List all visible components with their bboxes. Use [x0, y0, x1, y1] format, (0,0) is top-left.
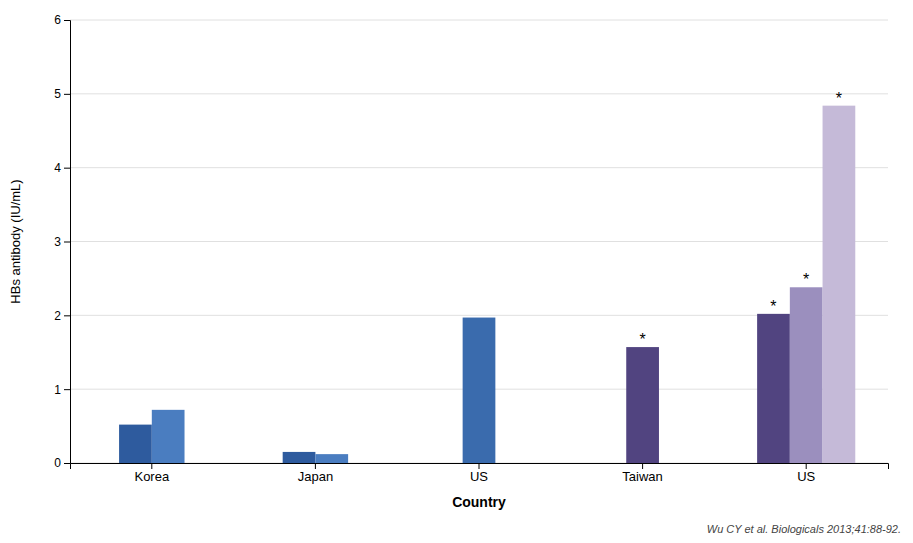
- x-tick-mark: [642, 463, 643, 469]
- x-tick: Japan: [298, 463, 333, 484]
- bar: [790, 287, 823, 463]
- y-tick-label: 1: [54, 383, 61, 397]
- bars: [119, 106, 855, 463]
- y-tick: 1: [54, 383, 70, 397]
- y-tick-label: 0: [54, 456, 61, 470]
- grid: [70, 20, 888, 463]
- annotations: * * * *: [639, 90, 842, 348]
- bar: [626, 347, 659, 463]
- y-tick-label: 2: [54, 309, 61, 323]
- bar: [757, 314, 790, 463]
- y-tick-mark: [64, 94, 70, 95]
- y-tick-label: 5: [54, 87, 61, 101]
- star-annotation: *: [770, 298, 776, 315]
- y-tick: 5: [54, 87, 70, 101]
- bar: [152, 410, 185, 463]
- y-tick-mark: [64, 389, 70, 390]
- x-tick: US: [470, 463, 488, 484]
- y-tick-mark: [64, 315, 70, 316]
- x-tick-label: US: [797, 469, 815, 484]
- chart-container: Korea Japan US Taiwan US 0 1 2 3 4 5 6 * * * * HBs antib…: [0, 0, 913, 543]
- y-tick: 6: [54, 13, 70, 27]
- bar: [119, 425, 152, 463]
- x-tick-mark: [806, 463, 807, 469]
- y-tick-mark: [64, 168, 70, 169]
- x-tick: Taiwan: [622, 463, 662, 484]
- star-annotation: *: [639, 331, 645, 348]
- x-tick-mark: [315, 463, 316, 469]
- y-tick: 0: [54, 456, 70, 470]
- grid-line: [70, 93, 888, 94]
- y-axis-title: HBs antibody (IU/mL): [8, 179, 23, 303]
- y-tick-mark: [64, 242, 70, 243]
- bar: [463, 318, 496, 463]
- x-tick-mark: [151, 463, 152, 469]
- y-tick-label: 6: [54, 13, 61, 27]
- star-annotation: *: [803, 271, 809, 288]
- bar: [823, 106, 856, 463]
- grid-line: [70, 20, 888, 21]
- y-tick: 3: [54, 235, 70, 249]
- y-tick-label: 3: [54, 235, 61, 249]
- grid-line: [70, 241, 888, 242]
- y-axis: 0 1 2 3 4 5 6: [54, 13, 70, 470]
- x-tick: US: [797, 463, 815, 484]
- x-tick-label: Korea: [134, 469, 169, 484]
- bar: [315, 454, 348, 463]
- x-tick: Korea: [134, 463, 169, 484]
- x-axis: Korea Japan US Taiwan US: [71, 463, 889, 484]
- x-tick-label: US: [470, 469, 488, 484]
- bar: [283, 452, 316, 463]
- chart: Korea Japan US Taiwan US 0 1 2 3 4 5 6 * * * * HBs antib…: [0, 0, 913, 543]
- y-tick-label: 4: [54, 161, 61, 175]
- y-axis-line: [64, 21, 71, 464]
- y-tick: 2: [54, 309, 70, 323]
- grid-line: [70, 167, 888, 168]
- y-tick-mark: [64, 463, 70, 464]
- x-tick-mark: [479, 463, 480, 469]
- y-tick: 4: [54, 161, 70, 175]
- x-axis-title: Country: [452, 494, 506, 510]
- x-tick-label: Taiwan: [622, 469, 662, 484]
- x-tick-label: Japan: [298, 469, 333, 484]
- star-annotation: *: [836, 90, 842, 107]
- caption: Wu CY et al. Biologicals 2013;41:88-92.: [707, 523, 901, 535]
- y-tick-mark: [64, 20, 70, 21]
- x-axis-line: [71, 464, 889, 470]
